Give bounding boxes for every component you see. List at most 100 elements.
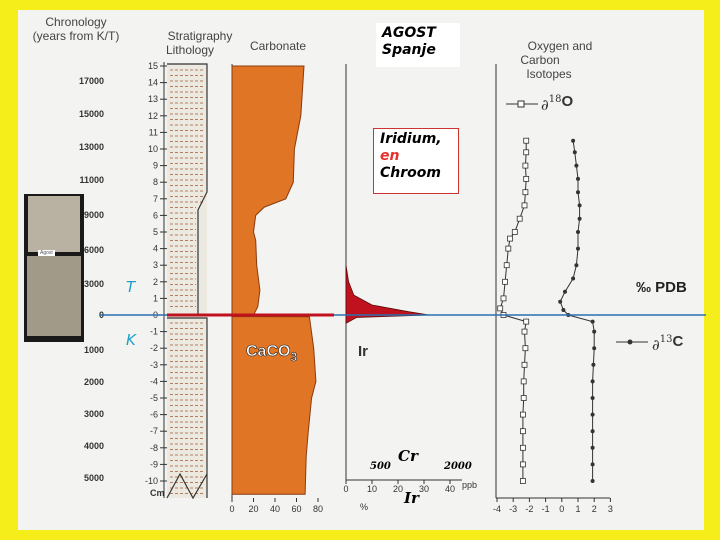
lithology-profile-lower [167, 317, 208, 498]
delta-13c-markers [558, 138, 597, 483]
isotopes-header-line3: Isotopes [526, 67, 571, 81]
chronology-tick: 2000 [84, 377, 104, 387]
chronology-tick: 15000 [79, 109, 104, 119]
delta-13c-point [577, 216, 582, 221]
boundary-label-t: T [126, 278, 136, 296]
delta-13c-point [590, 379, 595, 384]
iridium-tick-label: 20 [393, 484, 403, 494]
delta-18o-point [520, 444, 526, 451]
delta-13c-point [590, 319, 595, 324]
ir-curve-label: Ir [358, 343, 368, 360]
chronology-tick: 13000 [79, 142, 104, 152]
chronology-tick: 9000 [84, 210, 104, 220]
delta-18o-point [497, 305, 504, 312]
core-photo: Agost [24, 194, 84, 342]
delta-18o-point [507, 235, 513, 242]
delta-13c-point [563, 289, 567, 294]
cr-tick-500: 500 [370, 461, 391, 472]
depth-tick-label: 10 [148, 144, 158, 154]
delta-18o-point [500, 295, 507, 302]
carbonate-panel: 0 20 40 60 80 % CaCO3 [229, 64, 368, 514]
iridium-tick-label: 0 [343, 484, 348, 494]
carbonate-area-upper [231, 65, 305, 316]
iridium-box-line2: en [380, 148, 400, 164]
delta-13c-point [592, 346, 597, 351]
delta-13c-point [591, 362, 596, 367]
isotope-tick-label: -2 [525, 504, 533, 514]
boundary-label-k: K [126, 331, 136, 349]
carbonate-tick-label: 40 [270, 504, 280, 514]
isotope-tick-label: -3 [509, 504, 517, 514]
iridium-title-box: Iridium, en Chroom [373, 128, 459, 194]
delta-13c-point [576, 176, 580, 181]
lithology-profile-upper [167, 63, 208, 314]
delta-13c-point [590, 396, 595, 400]
depth-tick-label: -7 [150, 426, 158, 436]
delta-18o-point [522, 189, 529, 196]
isotope-panel: -4 -3 -2 -1 0 1 2 3 ∂18O ∂13C ‰ PDB [493, 64, 687, 514]
agost-box-line1: AGOST [382, 25, 436, 41]
isotope-tick-label: 1 [575, 504, 580, 514]
delta-13c-point [590, 445, 595, 450]
delta-13c-curve [559, 140, 595, 481]
isotope-axis-ticks: -4 -3 -2 -1 0 1 2 3 [493, 498, 613, 514]
delta-18o-point [523, 137, 530, 144]
agost-box-line2: Spanje [382, 42, 436, 58]
delta-18o-point [520, 411, 526, 418]
delta-13c-point [572, 150, 577, 155]
depth-tick-label: -3 [150, 360, 158, 370]
carbonate-axis-unit: % [360, 502, 368, 512]
chronology-ticks-upper: 170001500013000110009000600030000 [79, 76, 104, 320]
depth-tick-label: 13 [148, 94, 158, 104]
legend-carbon-label: ∂13C [652, 333, 684, 354]
delta-13c-point [576, 190, 580, 195]
ir-axis-label: Ir [403, 489, 420, 507]
depth-tick-label: -5 [150, 393, 158, 403]
delta-13c-point [574, 263, 579, 268]
depth-tick-label: 8 [153, 177, 158, 187]
legend-oxygen-label: ∂18O [541, 93, 574, 114]
carbonate-tick-label: 60 [291, 504, 301, 514]
depth-tick-label: -6 [150, 410, 158, 420]
depth-ticks: 1514131211109876543210-1-2-3-4-5-6-7-8-9… [145, 61, 167, 486]
isotope-tick-label: 3 [608, 504, 613, 514]
isotope-tick-label: -1 [542, 504, 550, 514]
iridium-axis-ticks: 0 10 20 30 40 [343, 480, 455, 494]
delta-13c-point [590, 479, 595, 483]
delta-18o-point [520, 378, 527, 385]
core-photo-label: Agost [38, 250, 55, 256]
delta-18o-point [520, 461, 526, 468]
carbonate-tick-label: 80 [313, 504, 323, 514]
delta-13c-point [590, 412, 595, 417]
depth-tick-label: -8 [150, 443, 158, 453]
delta-18o-point [521, 328, 528, 335]
depth-tick-label: 11 [149, 127, 158, 137]
carbonate-tick-label: 0 [229, 504, 234, 514]
delta-18o-point [502, 278, 509, 285]
depth-tick-label: 14 [148, 78, 158, 88]
delta-13c-point [558, 299, 563, 304]
delta-13c-point [577, 203, 582, 208]
delta-13c-point [571, 276, 576, 281]
cr-axis-label: Cr [398, 447, 419, 465]
depth-tick-label: -9 [150, 459, 158, 469]
iridium-axis-unit: ppb [462, 480, 477, 490]
core-photo-lower [27, 256, 81, 336]
chronology-tick: 6000 [84, 245, 104, 255]
delta-18o-point [516, 215, 523, 222]
core-photo-upper [28, 196, 80, 252]
depth-tick-label: 4 [153, 244, 158, 254]
delta-18o-markers [497, 137, 530, 484]
lithology-column [166, 63, 208, 500]
depth-tick-label: 3 [153, 260, 158, 270]
pdb-label: ‰ PDB [636, 279, 687, 296]
chronology-ticks-lower: 1000 2000 3000 4000 5000 [84, 345, 104, 483]
lithology-break-symbol [166, 472, 208, 500]
delta-18o-point [511, 229, 518, 235]
cr-tick-2000: 2000 [443, 461, 472, 472]
depth-tick-label: 12 [148, 111, 158, 121]
delta-13c-point [561, 308, 566, 312]
chronology-tick: 17000 [79, 76, 104, 86]
